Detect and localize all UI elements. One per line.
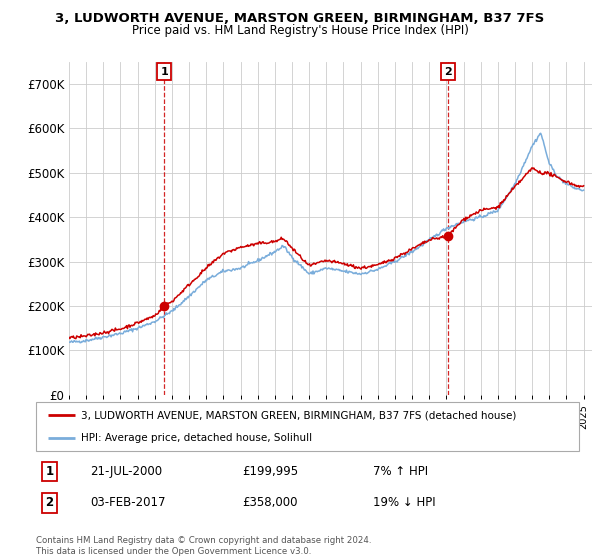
FancyBboxPatch shape [36, 402, 579, 451]
Text: 7% ↑ HPI: 7% ↑ HPI [373, 465, 428, 478]
Text: 2: 2 [444, 67, 452, 77]
Text: 1: 1 [46, 465, 53, 478]
Text: £358,000: £358,000 [242, 496, 298, 510]
Text: Price paid vs. HM Land Registry's House Price Index (HPI): Price paid vs. HM Land Registry's House … [131, 24, 469, 36]
Text: 19% ↓ HPI: 19% ↓ HPI [373, 496, 435, 510]
Text: Contains HM Land Registry data © Crown copyright and database right 2024.
This d: Contains HM Land Registry data © Crown c… [36, 536, 371, 556]
Text: 3, LUDWORTH AVENUE, MARSTON GREEN, BIRMINGHAM, B37 7FS (detached house): 3, LUDWORTH AVENUE, MARSTON GREEN, BIRMI… [80, 410, 516, 421]
Text: 21-JUL-2000: 21-JUL-2000 [91, 465, 163, 478]
Text: 1: 1 [160, 67, 168, 77]
Text: £199,995: £199,995 [242, 465, 298, 478]
Text: 3, LUDWORTH AVENUE, MARSTON GREEN, BIRMINGHAM, B37 7FS: 3, LUDWORTH AVENUE, MARSTON GREEN, BIRMI… [55, 12, 545, 25]
Text: 2: 2 [46, 496, 53, 510]
Text: 03-FEB-2017: 03-FEB-2017 [91, 496, 166, 510]
Text: HPI: Average price, detached house, Solihull: HPI: Average price, detached house, Soli… [80, 433, 311, 444]
